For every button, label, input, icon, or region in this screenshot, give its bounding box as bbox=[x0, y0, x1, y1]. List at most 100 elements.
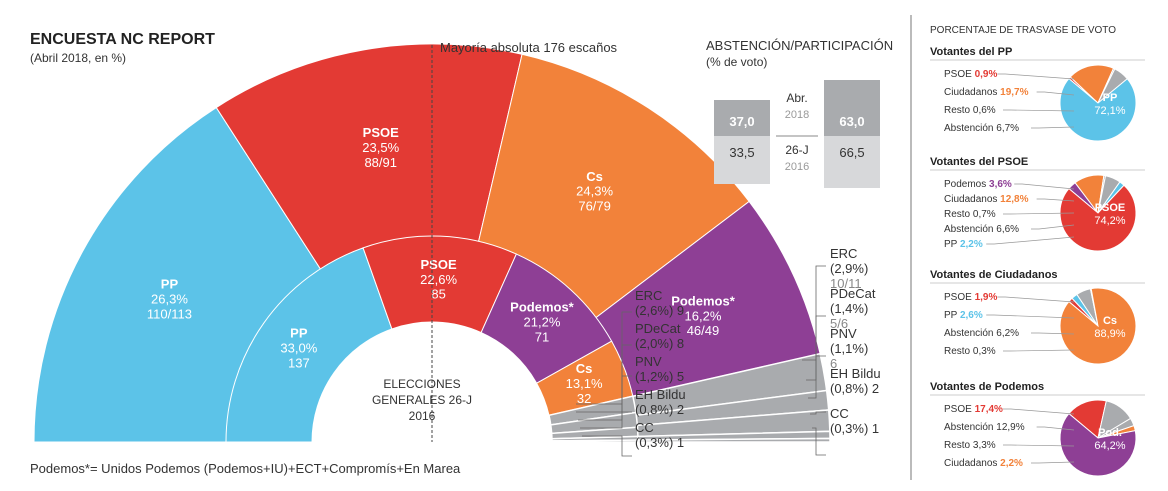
abstention-bar-2018 bbox=[714, 100, 770, 136]
inner-small-eh-bildu-0: EH Bildu bbox=[635, 387, 686, 402]
outer-small-pdecat-2: 5/6 bbox=[830, 316, 848, 331]
inner-small-eh-bildu-1: (0,8%) 2 bbox=[635, 402, 684, 417]
inner-label-pp-0: PP bbox=[290, 326, 308, 341]
transfer-leader-line bbox=[1003, 349, 1075, 352]
outer-leader-line bbox=[812, 427, 826, 456]
transfer-slice-votantes-de-podemos-psoe bbox=[1068, 399, 1107, 439]
transfer-slice-votantes-del-pp-ciudadanos bbox=[1069, 64, 1115, 104]
inner-label-pp-2: 137 bbox=[288, 356, 310, 371]
panel-title-votantes-del-pp: Votantes del PP bbox=[930, 46, 1012, 58]
outer-leader-line bbox=[802, 265, 826, 361]
outer-label-pp-1: 26,3% bbox=[151, 292, 188, 307]
transfer-item-votantes-del-pp-psoe: PSOE 0,9% bbox=[944, 69, 997, 80]
footnote: Podemos*= Unidos Podemos (Podemos+IU)+EC… bbox=[30, 461, 461, 476]
transfer-leader-line bbox=[1031, 332, 1075, 335]
transfer-leader-line bbox=[1003, 212, 1075, 215]
transfer-item-votantes-del-psoe-abstenci-n: Abstención 6,6% bbox=[944, 224, 1019, 235]
outer-small-cc-0: CC bbox=[830, 406, 849, 421]
inner-caption-line-3: 2016 bbox=[409, 409, 436, 423]
transfer-slice-votantes-del-pp-pp bbox=[1059, 77, 1137, 142]
outer-small-pdecat-0: PDeCat bbox=[830, 286, 876, 301]
chart-subtitle: (Abril 2018, en %) bbox=[30, 51, 126, 65]
transfer-item-votantes-del-psoe-podemos: Podemos 3,6% bbox=[944, 179, 1012, 190]
abstention-2018-value: 37,0 bbox=[729, 114, 754, 129]
inner-arc-cc bbox=[551, 439, 639, 443]
inner-label-psoe-0: PSOE bbox=[421, 257, 457, 272]
transfer-item-votantes-de-podemos-abstenci-n: Abstención 12,9% bbox=[944, 422, 1025, 433]
outer-small-erc-1: (2,9%) bbox=[830, 261, 868, 276]
outer-leader-line bbox=[808, 355, 826, 399]
outer-small-erc-2: 10/11 bbox=[830, 276, 862, 291]
inner-small-cc-1: (0,3%) 1 bbox=[635, 435, 684, 450]
inner-caption: ELECCIONES GENERALES 26-J 2016 bbox=[372, 377, 472, 423]
abstention-panel: ABSTENCIÓN/PARTICIPACIÓN (% de voto) 37,… bbox=[706, 38, 893, 188]
transfer-item-votantes-de-podemos-psoe: PSOE 17,4% bbox=[944, 404, 1003, 415]
outer-label-psoe-2: 88/91 bbox=[364, 155, 397, 170]
inner-small-erc-1: (2,6%) 9 bbox=[635, 303, 684, 318]
transfer-leader-line bbox=[997, 296, 1075, 303]
transfer-main-value-votantes-de-podemos: 64,2% bbox=[1094, 440, 1125, 452]
transfer-item-votantes-del-psoe-ciudadanos: Ciudadanos 12,8% bbox=[944, 194, 1029, 205]
transfer-leader-line bbox=[1003, 109, 1075, 112]
outer-leader-line bbox=[810, 411, 826, 415]
transfer-panels: PORCENTAJE DE TRASVASE DE VOTO Votantes … bbox=[930, 25, 1145, 477]
outer-label-podemos-1: 16,2% bbox=[685, 308, 722, 323]
transfer-leader-line bbox=[986, 236, 1075, 245]
outer-small-eh-bildu-0: EH Bildu bbox=[830, 366, 881, 381]
outer-small-pdecat-1: (1,4%) bbox=[830, 301, 868, 316]
participation-2018-value: 63,0 bbox=[839, 114, 864, 129]
outer-small-pnv-2: 6 bbox=[830, 356, 837, 371]
transfer-item-votantes-de-ciudadanos-pp: PP 2,6% bbox=[944, 310, 983, 321]
transfer-item-votantes-de-ciudadanos-psoe: PSOE 1,9% bbox=[944, 292, 997, 303]
transfer-leader-line bbox=[997, 73, 1075, 80]
transfer-item-votantes-del-psoe-resto: Resto 0,7% bbox=[944, 209, 996, 220]
transfer-item-votantes-de-ciudadanos-resto: Resto 0,3% bbox=[944, 346, 996, 357]
transfer-leader-line bbox=[1036, 426, 1075, 431]
transfer-item-votantes-de-ciudadanos-abstenci-n: Abstención 6,2% bbox=[944, 328, 1019, 339]
participation-bar-2016 bbox=[824, 136, 880, 188]
transfer-item-votantes-del-psoe-pp: PP 2,2% bbox=[944, 239, 983, 250]
inner-label-cs-2: 32 bbox=[577, 391, 591, 406]
abstention-2016-year: 2016 bbox=[785, 161, 809, 173]
outer-label-cs-1: 24,3% bbox=[576, 184, 613, 199]
inner-label-psoe-1: 22,6% bbox=[420, 272, 457, 287]
transfer-main-value-votantes-del-psoe: 74,2% bbox=[1094, 215, 1125, 227]
participation-bar-2018 bbox=[824, 80, 880, 136]
inner-label-cs-0: Cs bbox=[576, 361, 593, 376]
inner-small-pnv-0: PNV bbox=[635, 354, 662, 369]
majority-label: Mayoría absoluta 176 escaños bbox=[440, 40, 618, 55]
inner-label-pp-1: 33,0% bbox=[280, 341, 317, 356]
chart-title: ENCUESTA NC REPORT bbox=[30, 31, 215, 48]
transfer-leader-line bbox=[1003, 444, 1075, 447]
abstention-title: ABSTENCIÓN/PARTICIPACIÓN bbox=[706, 38, 893, 53]
panel-title-votantes-de-ciudadanos: Votantes de Ciudadanos bbox=[930, 269, 1058, 281]
inner-small-pdecat-0: PDeCat bbox=[635, 321, 681, 336]
inner-leader-line bbox=[582, 435, 632, 457]
outer-small-eh-bildu-1: (0,8%) 2 bbox=[830, 381, 879, 396]
transfer-slice-votantes-de-ciudadanos-cs bbox=[1059, 287, 1137, 365]
outer-label-cs-2: 76/79 bbox=[578, 199, 611, 214]
abstention-2018-year: 2018 bbox=[785, 109, 809, 121]
transfer-slice-votantes-de-podemos-podemos bbox=[1059, 412, 1137, 477]
transfer-leader-line bbox=[1036, 198, 1075, 202]
outer-label-pp-0: PP bbox=[161, 277, 179, 292]
transfer-leader-line bbox=[986, 314, 1075, 319]
inner-small-cc-0: CC bbox=[635, 420, 654, 435]
panel-title-votantes-de-podemos: Votantes de Podemos bbox=[930, 381, 1044, 393]
transfer-main-value-votantes-del-pp: 72,1% bbox=[1094, 105, 1125, 117]
inner-caption-line-1: ELECCIONES bbox=[383, 377, 460, 391]
inner-small-erc-0: ERC bbox=[635, 288, 662, 303]
inner-leader-line bbox=[578, 375, 632, 421]
participation-2016-value: 66,5 bbox=[839, 145, 864, 160]
outer-small-cc-1: (0,3%) 1 bbox=[830, 421, 879, 436]
transfer-main-party-votantes-del-psoe: PSOE bbox=[1095, 202, 1126, 214]
outer-leader-line bbox=[806, 315, 826, 381]
inner-label-psoe-2: 85 bbox=[431, 287, 445, 302]
transfer-main-party-votantes-de-ciudadanos: Cs bbox=[1103, 315, 1117, 327]
inner-leader-line bbox=[580, 411, 632, 429]
outer-small-pnv-0: PNV bbox=[830, 326, 857, 341]
outer-label-cs-0: Cs bbox=[586, 169, 603, 184]
transfer-leader-line bbox=[1031, 224, 1075, 230]
